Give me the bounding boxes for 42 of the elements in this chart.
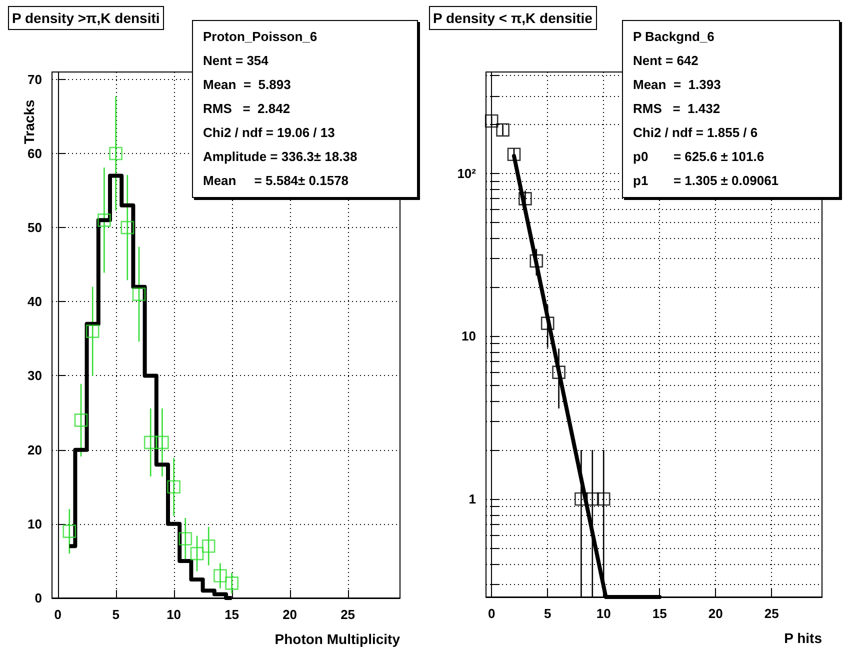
annotation: RMS = 1.432	[633, 100, 722, 118]
y-tick-label: 60	[28, 146, 42, 161]
annotation: RMS = 2.842	[203, 100, 292, 118]
x-axis-title: P hits	[784, 630, 822, 646]
x-tick-label: 0	[54, 607, 62, 622]
y-tick-label: 10	[462, 328, 476, 344]
y-tick-label: 10²	[457, 166, 477, 181]
y-tick-label: 1	[468, 492, 476, 506]
annotation: Amplitude = 336.3± 18.38	[203, 148, 358, 166]
annotation: p1 = 1.305 ± 0.09061	[633, 172, 780, 190]
y-tick-label: 10	[28, 516, 42, 532]
y-tick-label: 0	[34, 590, 42, 606]
x-tick-label: 20	[708, 606, 723, 621]
annotation: Chi2 / ndf = 1.855 / 6	[633, 124, 759, 142]
x-tick-label: 5	[112, 607, 120, 622]
y-tick-label: 20	[28, 442, 42, 458]
x-tick-label: 25	[340, 607, 356, 622]
x-axis-title: Photon Multiplicity	[274, 631, 400, 647]
y-axis-title: Tracks	[20, 100, 37, 144]
chart-title: P density < π,K densitie	[433, 10, 593, 26]
x-tick-label: 20	[282, 607, 298, 622]
y-tick-label: 70	[28, 72, 42, 87]
annotation: p0 = 625.6 ± 101.6	[633, 148, 766, 166]
y-tick-label: 30	[28, 368, 42, 384]
annotation: Chi2 / ndf = 19.06 / 13	[203, 124, 336, 142]
x-tick-label: 10	[596, 606, 611, 621]
text: Nent = 354	[203, 53, 268, 68]
x-tick-label: 5	[544, 606, 552, 621]
text: P Backgnd_6	[633, 29, 714, 44]
annotation: Mean = 5.893	[203, 76, 292, 94]
annotation: Mean = 5.584± 0.1578	[203, 172, 350, 190]
y-tick-label: 40	[28, 294, 42, 310]
x-tick-label: 15	[224, 607, 240, 622]
x-tick-label: 15	[652, 606, 667, 621]
x-tick-label: 10	[166, 607, 182, 622]
text: Proton_Poisson_6	[203, 29, 318, 44]
annotation: Mean = 1.393	[633, 76, 722, 94]
text: Nent = 642	[633, 53, 698, 68]
x-tick-label: 25	[764, 606, 779, 621]
x-tick-label: 0	[488, 606, 496, 621]
y-tick-label: 50	[28, 220, 42, 236]
chart-title: P density >π,K densiti	[12, 10, 160, 26]
